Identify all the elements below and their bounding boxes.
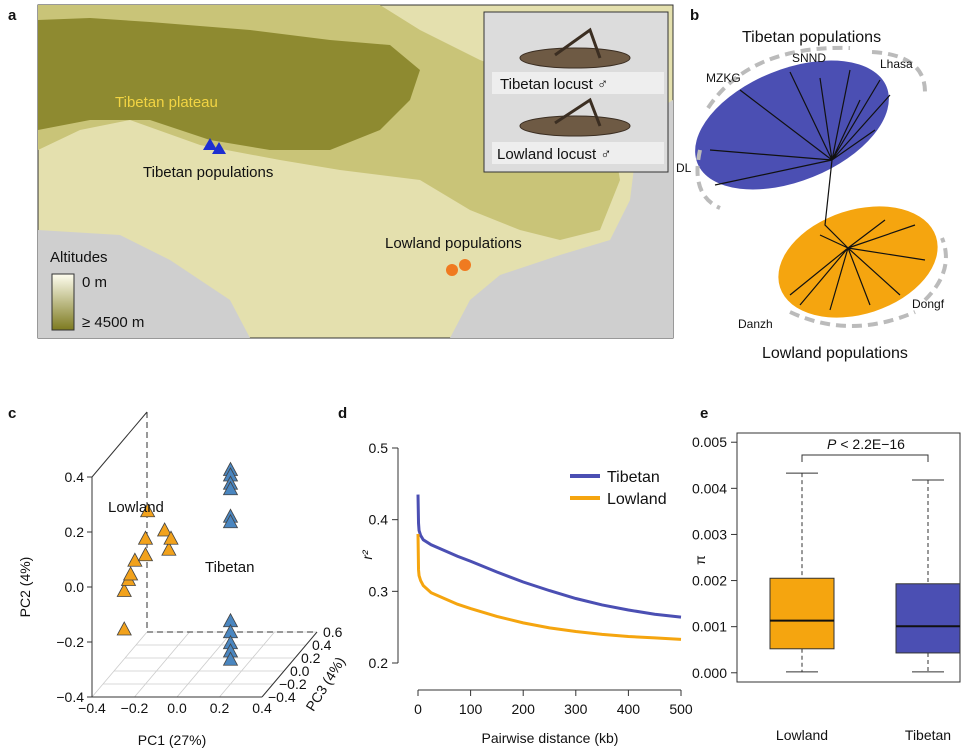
site-label: Tibetan populations (143, 164, 273, 181)
x-tick-label: 200 (512, 701, 536, 717)
x-tick-label: Lowland (776, 727, 828, 743)
y-tick-label: −0.2 (56, 634, 84, 650)
inset-label: Lowland locust ♂ (497, 146, 612, 163)
annotation-emph: P (827, 436, 837, 452)
x-tick-label: −0.2 (121, 700, 149, 716)
x-tick-label: 0.0 (167, 700, 187, 716)
y-axis-title: π (692, 555, 708, 565)
grid-line (135, 632, 190, 697)
y-tick-label: 0.2 (65, 524, 85, 540)
x-tick-label: 400 (617, 701, 641, 717)
legend-scale (52, 274, 74, 330)
panel-b: Tibetan populations Lowland populations … (676, 29, 952, 362)
y-tick-label: 0.004 (692, 480, 727, 496)
figure: Tibetan plateau Tibetan populations Lowl… (0, 0, 964, 752)
site-marker (459, 259, 471, 271)
series-label: Tibetan (205, 559, 254, 576)
group-label: Tibetan populations (742, 29, 881, 46)
site-marker (446, 264, 458, 276)
y-tick-label: 0.002 (692, 573, 727, 589)
inset-label: Tibetan locust ♂ (500, 76, 608, 93)
panel-label: c (8, 405, 16, 422)
group-label: Lowland populations (762, 345, 908, 362)
series-label: Lowland (108, 499, 164, 516)
y-tick-label: 0.2 (369, 655, 389, 671)
annotation: P< 2.2E−16 (827, 436, 905, 452)
legend-label: ≥ 4500 m (82, 314, 144, 331)
annotation-text: < 2.2E−16 (840, 436, 905, 452)
region-label: Tibetan plateau (115, 94, 218, 111)
y-axis-title: r² (359, 549, 375, 560)
bracket (802, 455, 928, 462)
y-tick-label: 0.005 (692, 434, 727, 450)
point (117, 622, 131, 635)
x-tick-label: Tibetan (905, 727, 951, 743)
panel-label: d (338, 405, 347, 422)
y-tick-label: 0.000 (692, 665, 727, 681)
x-tick-label: 300 (564, 701, 588, 717)
legend-title: Altitudes (50, 249, 108, 266)
y-tick-label: 0.003 (692, 526, 727, 542)
point (139, 548, 153, 561)
legend-label: Tibetan (607, 469, 660, 486)
panel-label: b (690, 7, 699, 24)
z-tick-label: 0.6 (323, 624, 343, 640)
x-axis-title: PC1 (27%) (138, 732, 206, 748)
y-axis-title: PC2 (4%) (17, 557, 33, 618)
point (124, 567, 138, 580)
y-tick-label: 0.5 (369, 440, 389, 456)
tip-label: Lhasa (880, 57, 913, 71)
box (770, 578, 834, 649)
x-tick-label: 500 (669, 701, 693, 717)
legend-label: 0 m (82, 274, 107, 291)
tip-label: DL (676, 161, 692, 175)
panel-label: a (8, 7, 17, 24)
axis-line (92, 412, 147, 477)
tip-label: Dongf (912, 297, 945, 311)
point (139, 531, 153, 544)
x-tick-label: 0.2 (210, 700, 230, 716)
y-tick-label: 0.0 (65, 579, 85, 595)
panel-a: Tibetan plateau Tibetan populations Lowl… (38, 5, 673, 338)
line (418, 495, 681, 618)
tip-label: SNND (792, 51, 826, 65)
x-axis-title: Pairwise distance (kb) (482, 730, 619, 746)
panel-label: e (700, 405, 708, 422)
legend-label: Lowland (607, 491, 667, 508)
x-tick-label: 100 (459, 701, 483, 717)
tip-label: Danzh (738, 317, 773, 331)
y-tick-label: 0.4 (369, 512, 389, 528)
y-tick-label: 0.001 (692, 619, 727, 635)
y-tick-label: −0.4 (56, 689, 84, 705)
line (418, 534, 681, 639)
grid-line (92, 632, 147, 697)
tip-label: MZKG (706, 71, 741, 85)
site-label: Lowland populations (385, 235, 522, 252)
y-tick-label: 0.3 (369, 583, 389, 599)
x-tick-label: 0 (414, 701, 422, 717)
box (896, 584, 960, 653)
y-tick-label: 0.4 (65, 469, 85, 485)
